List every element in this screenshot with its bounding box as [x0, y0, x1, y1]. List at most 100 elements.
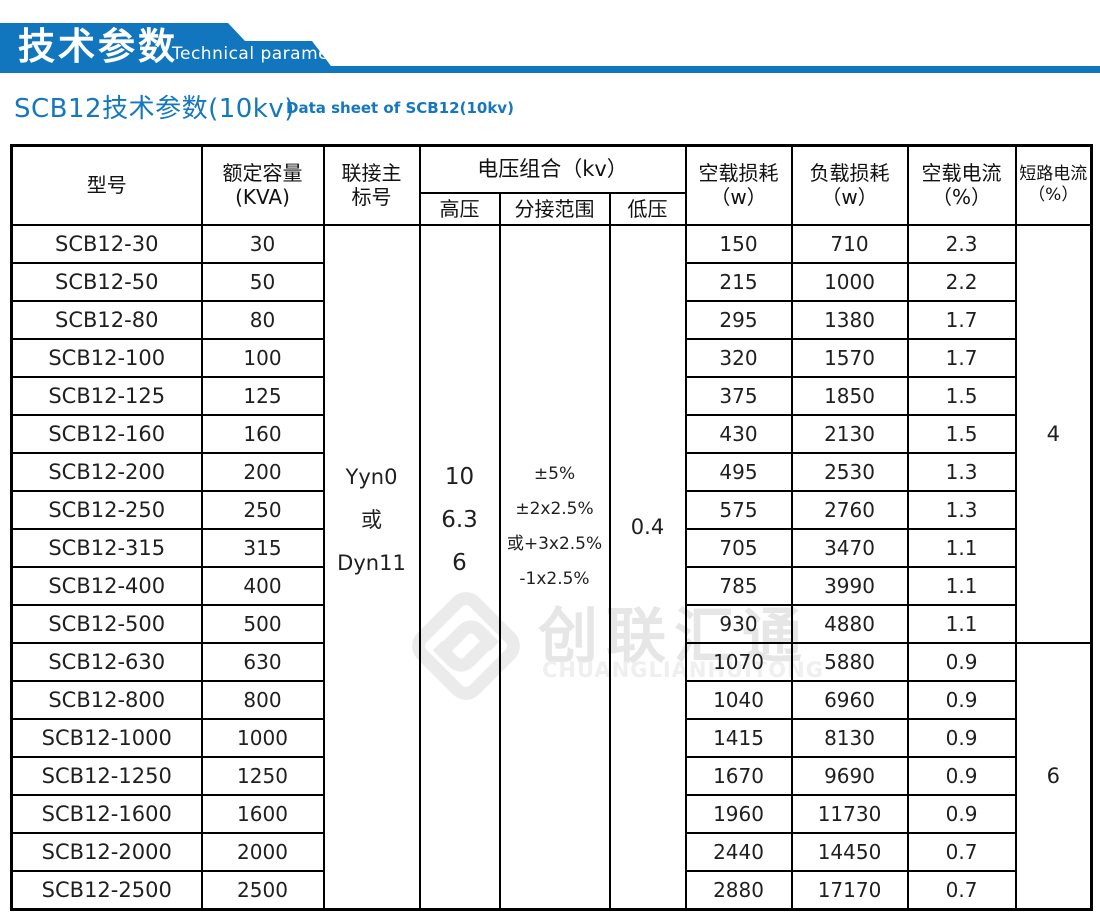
model-cell: SCB12-500	[10, 603, 203, 645]
model-cell: SCB12-1600	[10, 794, 203, 835]
spec-table: 型号 额定容量 (KVA) 联接主 标号 电压组合（kv） 空载损耗 （w） 负…	[10, 144, 1094, 911]
capacity-cell: 2000	[200, 832, 325, 873]
load-loss-cell: 6960	[790, 680, 909, 721]
table-row: SCB12-2000 2000 2440 14450 0.7	[10, 832, 1092, 873]
table-row: SCB12-250 250 575 2760 1.3	[10, 489, 1092, 530]
capacity-cell: 125	[200, 375, 325, 416]
no-load-loss-cell: 430	[684, 413, 793, 454]
table-row: SCB12-100 100 320 1570 1.7	[10, 337, 1092, 378]
table-row: SCB12-80 80 295 1380 1.7	[10, 299, 1092, 340]
load-loss-cell: 8130	[790, 718, 909, 759]
header-tap-range: 分接范围	[498, 191, 611, 226]
header-row-1: 型号 额定容量 (KVA) 联接主 标号 电压组合（kv） 空载损耗 （w） 负…	[10, 144, 1093, 226]
no-load-current-cell: 1.7	[906, 299, 1017, 340]
capacity-cell: 1600	[200, 794, 325, 835]
capacity-cell: 800	[200, 680, 325, 721]
load-loss-cell: 710	[790, 223, 909, 264]
header-load-loss: 负载损耗 （w）	[790, 144, 909, 226]
table-row: SCB12-2500 2500 2880 17170 0.7	[10, 870, 1092, 911]
no-load-loss-cell: 1670	[684, 756, 793, 797]
model-cell: SCB12-315	[10, 527, 203, 568]
header-model: 型号	[10, 144, 203, 226]
capacity-cell: 315	[200, 527, 325, 568]
page-title-subtitle: Data sheet of SCB12(10kv)	[286, 99, 514, 117]
no-load-loss-cell: 2880	[684, 870, 793, 911]
capacity-cell: 50	[200, 261, 325, 302]
table-header: 型号 额定容量 (KVA) 联接主 标号 电压组合（kv） 空载损耗 （w） 负…	[10, 144, 1093, 226]
no-load-current-cell: 1.3	[906, 489, 1017, 530]
load-loss-cell: 2130	[790, 413, 909, 454]
load-loss-cell: 9690	[790, 756, 909, 797]
model-cell: SCB12-200	[10, 451, 203, 492]
model-cell: SCB12-80	[10, 299, 203, 340]
no-load-current-cell: 1.7	[906, 337, 1017, 378]
no-load-current-cell: 1.1	[906, 603, 1017, 645]
capacity-cell: 500	[200, 603, 325, 645]
no-load-current-cell: 0.7	[906, 832, 1017, 873]
load-loss-cell: 2530	[790, 451, 909, 492]
vector-group-cell: Yyn0 或 Dyn11	[322, 223, 421, 911]
no-load-current-cell: 0.9	[906, 794, 1017, 835]
load-loss-cell: 3990	[790, 565, 909, 606]
load-loss-cell: 3470	[790, 527, 909, 568]
model-cell: SCB12-1000	[10, 718, 203, 759]
no-load-current-cell: 1.1	[906, 565, 1017, 606]
header-vector-group: 联接主 标号	[322, 144, 421, 226]
capacity-cell: 30	[200, 223, 325, 264]
no-load-loss-cell: 1960	[684, 794, 793, 835]
table-row: SCB12-200 200 495 2530 1.3	[10, 451, 1092, 492]
table-row: SCB12-50 50 215 1000 2.2	[10, 261, 1092, 302]
header-no-load-loss: 空载损耗 （w）	[684, 144, 793, 226]
short-circuit-group-cell: 4	[1014, 223, 1093, 645]
model-cell: SCB12-30	[10, 223, 203, 264]
banner-title: 技术参数	[18, 25, 178, 68]
load-loss-cell: 1380	[790, 299, 909, 340]
no-load-loss-cell: 785	[684, 565, 793, 606]
table-row: SCB12-500 500 930 4880 1.1	[10, 603, 1092, 645]
hv-values-cell: 10 6.3 6	[418, 223, 501, 911]
no-load-loss-cell: 295	[684, 299, 793, 340]
no-load-current-cell: 1.5	[906, 375, 1017, 416]
table-row: SCB12-1250 1250 1670 9690 0.9	[10, 756, 1092, 797]
no-load-current-cell: 2.3	[906, 223, 1017, 264]
table-row: SCB12-1600 1600 1960 11730 0.9	[10, 794, 1092, 835]
header-short-circuit-current: 短路电流 （%）	[1014, 144, 1093, 226]
page-title: SCB12技术参数(10kv)	[14, 94, 295, 124]
header-low-voltage: 低压	[608, 191, 687, 226]
model-cell: SCB12-125	[10, 375, 203, 416]
no-load-loss-cell: 375	[684, 375, 793, 416]
table-row: SCB12-400 400 785 3990 1.1	[10, 565, 1092, 606]
load-loss-cell: 11730	[790, 794, 909, 835]
capacity-cell: 160	[200, 413, 325, 454]
load-loss-cell: 1000	[790, 261, 909, 302]
no-load-loss-cell: 930	[684, 603, 793, 645]
header-voltage-combination: 电压组合（kv）	[418, 144, 687, 194]
capacity-cell: 80	[200, 299, 325, 340]
capacity-cell: 200	[200, 451, 325, 492]
no-load-current-cell: 0.9	[906, 680, 1017, 721]
no-load-loss-cell: 1070	[684, 642, 793, 683]
no-load-loss-cell: 495	[684, 451, 793, 492]
no-load-current-cell: 0.9	[906, 642, 1017, 683]
header-row-2: 高压 分接范围 低压	[12, 191, 1092, 226]
no-load-current-cell: 0.9	[906, 718, 1017, 759]
table-row: SCB12-160 160 430 2130 1.5	[10, 413, 1092, 454]
header-no-load-current: 空载电流 （%）	[906, 144, 1017, 226]
load-loss-cell: 1850	[790, 375, 909, 416]
capacity-cell: 1000	[200, 718, 325, 759]
load-loss-cell: 17170	[790, 870, 909, 911]
model-cell: SCB12-800	[10, 680, 203, 721]
table-row: SCB12-1000 1000 1415 8130 0.9	[10, 718, 1092, 759]
load-loss-cell: 2760	[790, 489, 909, 530]
model-cell: SCB12-2000	[10, 832, 203, 873]
no-load-current-cell: 1.1	[906, 527, 1017, 568]
table-row: SCB12-800 800 1040 6960 0.9	[10, 680, 1092, 721]
no-load-loss-cell: 150	[684, 223, 793, 264]
tap-range-cell: ±5% ±2x2.5% 或+3x2.5% -1x2.5%	[498, 223, 611, 911]
capacity-cell: 1250	[200, 756, 325, 797]
no-load-loss-cell: 705	[684, 527, 793, 568]
model-cell: SCB12-2500	[10, 870, 203, 911]
banner-ribbon-shape	[0, 23, 1100, 73]
table-body: SCB12-30 30 Yyn0 或 Dyn11 10 6.3 6 ±5% ±2x2.5% 或+3x…	[10, 223, 1093, 911]
